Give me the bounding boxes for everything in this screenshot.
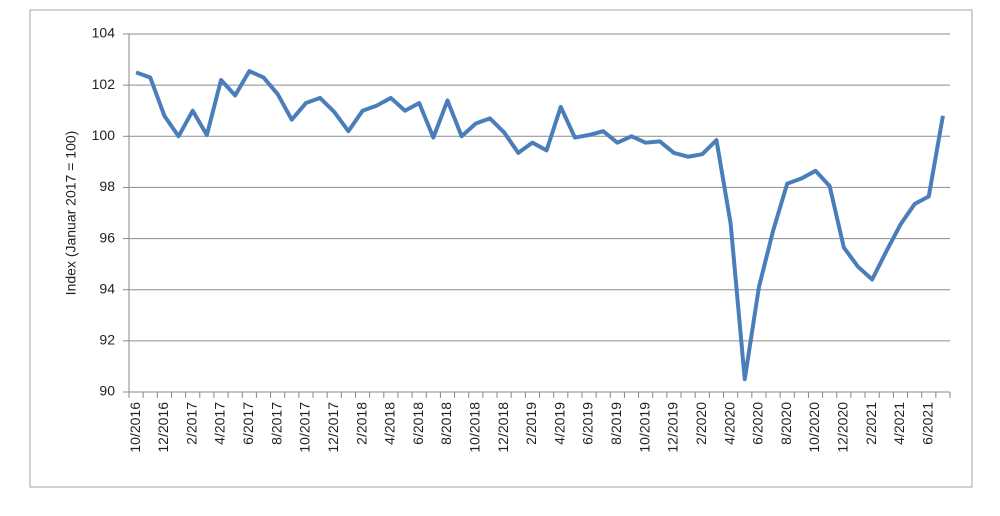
x-tick-label: 12/2018 (495, 402, 511, 453)
y-tick-label: 102 (92, 76, 116, 92)
x-tick-label: 4/2020 (721, 402, 737, 445)
x-tick-label: 10/2018 (467, 402, 483, 453)
x-tick-label: 8/2020 (778, 402, 794, 445)
x-tick-label: 4/2018 (382, 402, 398, 445)
data-line (135, 69, 945, 382)
y-tick-label: 94 (99, 280, 115, 296)
y-tick-label: 96 (99, 229, 115, 245)
x-tick-label: 6/2017 (240, 402, 256, 445)
x-tick-label: 2/2018 (353, 402, 369, 445)
x-tick-label: 8/2019 (608, 402, 624, 445)
x-tick-label: 10/2020 (806, 402, 822, 453)
x-tick-label: 12/2016 (155, 402, 171, 453)
x-tick-label: 2/2021 (863, 402, 879, 445)
chart-frame (29, 9, 973, 488)
x-tick-label: 6/2019 (580, 402, 596, 445)
x-tick-label: 2/2019 (523, 402, 539, 445)
x-tick-label: 4/2017 (212, 402, 228, 445)
x-tick-label: 10/2016 (127, 402, 143, 453)
x-tick-label: 2/2017 (183, 402, 199, 445)
x-tick-label: 4/2019 (551, 402, 567, 445)
y-tick-label: 104 (92, 25, 116, 41)
x-tick-label: 6/2018 (410, 402, 426, 445)
x-tick-label: 6/2021 (919, 402, 935, 445)
y-tick-label: 90 (99, 383, 115, 399)
x-tick-label: 8/2017 (268, 402, 284, 445)
x-tick-label: 4/2021 (891, 402, 907, 445)
x-tick-label: 2/2020 (693, 402, 709, 445)
x-tick-label: 12/2017 (325, 402, 341, 453)
x-tick-label: 10/2019 (636, 402, 652, 453)
x-tick-label: 12/2019 (665, 402, 681, 453)
y-tick-label: 100 (92, 127, 116, 143)
y-tick-label: 92 (99, 332, 115, 348)
x-tick-label: 10/2017 (297, 402, 313, 453)
y-axis-title: Index (Januar 2017 = 100) (63, 131, 79, 296)
x-tick-label: 8/2018 (438, 402, 454, 445)
x-tick-label: 6/2020 (750, 402, 766, 445)
x-tick-label: 12/2020 (835, 402, 851, 453)
y-tick-label: 98 (99, 178, 115, 194)
